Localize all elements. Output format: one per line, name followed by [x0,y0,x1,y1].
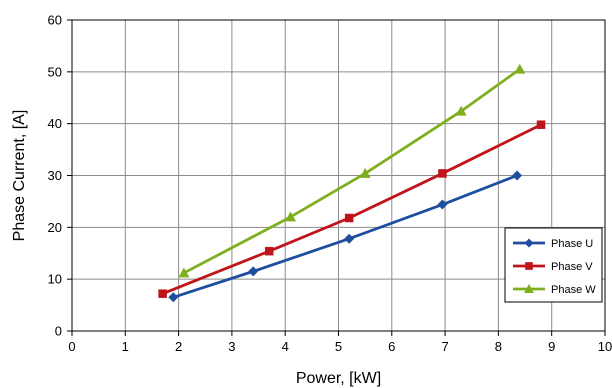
series-phase-v [158,120,546,298]
series-phase-w [178,63,526,278]
data-point [285,211,297,222]
data-point [178,267,190,278]
x-tick-label: 6 [388,339,395,354]
data-point [359,167,371,178]
data-point [264,246,274,256]
x-tick-label: 7 [441,339,448,354]
x-tick-label: 4 [282,339,289,354]
data-point [248,266,259,277]
y-tick-label: 30 [48,168,62,183]
legend-item: Phase V [513,261,593,273]
y-tick-label: 50 [48,64,62,79]
data-point [524,238,534,248]
data-point [438,169,447,178]
y-axis-label: Phase Current, [A] [11,110,28,242]
legend-label: Phase W [551,284,596,296]
legend-item: Phase W [513,284,596,296]
data-point [536,120,546,129]
x-tick-label: 5 [335,339,342,354]
series-phase-u [168,170,523,303]
x-tick-label: 10 [598,339,612,354]
legend-label: Phase V [551,261,593,273]
data-point [344,233,355,244]
legend-item: Phase U [513,238,593,250]
data-point [455,105,467,116]
x-tick-label: 3 [228,339,235,354]
data-point [514,63,526,74]
x-axis-label: Power, [kW] [296,370,381,387]
x-tick-label: 8 [495,339,502,354]
series-line [162,123,542,295]
data-point [524,284,534,293]
x-tick-label: 1 [122,339,129,354]
data-point [512,170,523,181]
y-tick-label: 20 [48,220,62,235]
y-tick-label: 0 [55,324,62,339]
data-point [437,199,448,210]
series-group [158,63,546,303]
y-tick-label: 60 [48,13,62,28]
data-point [344,213,354,223]
legend-label: Phase U [551,238,593,250]
y-tick-label: 40 [48,116,62,131]
x-tick-label: 2 [175,339,182,354]
x-axis-tick-labels: 0 1 2 3 4 5 6 7 8 9 10 [68,331,612,354]
data-point [525,262,533,270]
data-point [168,292,179,303]
data-point [158,289,167,298]
series-line [183,68,521,275]
y-axis-tick-labels: 0 10 20 30 40 50 60 [48,13,72,339]
legend: Phase U Phase V Phase W [504,227,603,303]
x-tick-label: 9 [548,339,555,354]
y-tick-label: 10 [48,272,62,287]
x-tick-label: 0 [68,339,75,354]
